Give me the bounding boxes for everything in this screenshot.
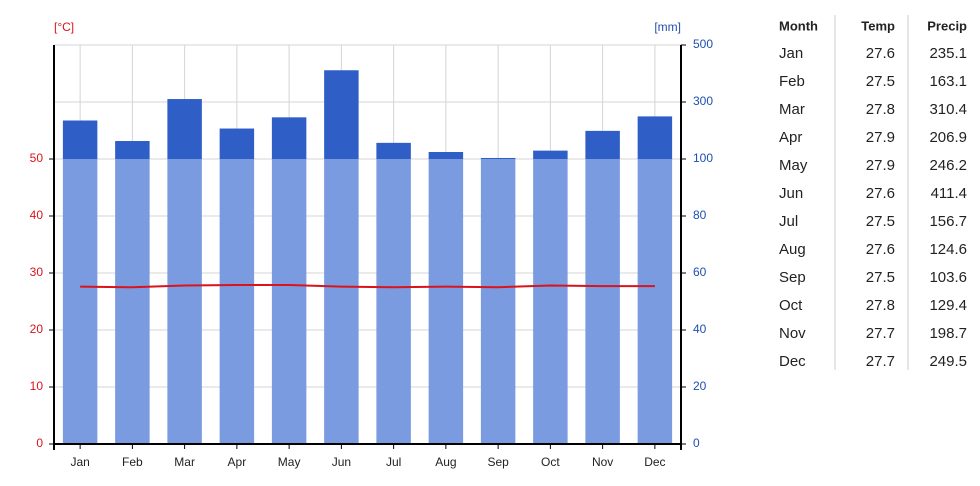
precip-bar-overflow [271,117,307,159]
precip-bar [324,159,359,444]
precip-bar-overflow [219,128,255,159]
y2-tick-label: 300 [693,94,713,108]
x-tick-label: Jul [386,455,401,469]
precip-bar [271,159,307,444]
precip-bar [585,159,620,444]
y2-tick-label: 80 [693,208,707,222]
table-cell: 27.5 [866,213,895,230]
y-tick-label: 20 [30,322,44,336]
table-cell: 198.7 [929,325,967,342]
table-cell: Nov [779,325,806,342]
precip-bar [637,159,673,444]
table-cell: 310.4 [929,101,967,118]
y2-tick-label: 0 [693,436,700,450]
precip-bar [62,159,98,444]
table-cell: Sep [779,269,806,286]
table-cell: 27.9 [866,157,895,174]
table-cell: Jun [779,185,803,202]
table-cell: May [779,157,808,174]
table-cell: Dec [779,353,806,370]
precip-bar-overflow [480,157,516,159]
x-tick-label: Feb [122,455,143,469]
table-cell: 27.9 [866,129,895,146]
table-header: Precip [927,18,967,33]
y-tick-label: 40 [30,208,44,222]
x-tick-label: Apr [228,455,247,469]
x-tick-label: Jan [70,455,89,469]
table-cell: 27.6 [866,45,895,62]
y2-tick-label: 60 [693,265,707,279]
x-tick-label: Sep [487,455,509,469]
precip-bar [167,159,202,444]
y-tick-label: 30 [30,265,44,279]
precip-bar-overflow [62,120,98,159]
precip-bar-overflow [585,130,620,159]
table-cell: Apr [779,129,802,146]
y2-tick-label: 100 [693,151,713,165]
table-cell: 27.6 [866,185,895,202]
table-cell: 246.2 [929,157,967,174]
table-cell: 411.4 [931,185,967,202]
precip-bar [480,159,516,444]
precip-bar [376,159,411,444]
precip-bar-overflow [428,151,464,159]
table-cell: 27.8 [866,297,895,314]
temp-line [80,283,655,289]
precip-bar-overflow [533,150,568,159]
precip-bar [115,159,150,444]
y2-axis-label: [mm] [654,20,681,34]
table-cell: 27.7 [866,325,895,342]
table-cell: 124.6 [929,241,967,258]
table-cell: 27.6 [866,241,895,258]
precip-bar-overflow [376,142,411,159]
table-cell: Jan [779,45,803,62]
table-cell: 235.1 [929,45,967,62]
y-tick-label: 50 [30,151,44,165]
table-cell: 163.1 [929,73,967,90]
y-axis-label: [°C] [54,20,74,34]
table-cell: Aug [779,241,806,258]
y2-tick-label: 20 [693,379,707,393]
y2-tick-label: 40 [693,322,707,336]
table-cell: 249.5 [929,353,967,370]
y2-tick-label: 500 [693,37,713,51]
x-tick-label: Dec [644,455,665,469]
table-cell: 27.5 [866,269,895,286]
table-cell: Mar [779,101,805,118]
table-cell: Jul [779,213,798,230]
x-tick-label: Aug [435,455,456,469]
table-header: Month [779,18,818,33]
precip-bar [428,159,464,444]
x-tick-label: May [278,455,301,469]
precip-bar-overflow [637,116,673,159]
x-tick-label: Oct [541,455,560,469]
precip-bar [533,159,568,444]
precip-bar [219,159,255,444]
table-cell: 103.6 [929,269,967,286]
precip-bar-overflow [115,141,150,159]
table-cell: 27.7 [866,353,895,370]
table-cell: 156.7 [929,213,967,230]
table-cell: 206.9 [929,129,967,146]
x-tick-label: Mar [174,455,195,469]
table-cell: 129.4 [929,297,967,314]
table-cell: 27.8 [866,101,895,118]
precip-bar-overflow [324,70,359,159]
y-tick-label: 0 [36,436,43,450]
table-cell: Feb [779,73,805,90]
y-tick-label: 10 [30,379,44,393]
table-header: Temp [861,18,895,33]
x-tick-label: Jun [332,455,351,469]
table-cell: 27.5 [866,73,895,90]
table-cell: Oct [779,297,803,314]
precip-bar-overflow [167,99,202,159]
x-tick-label: Nov [592,455,613,469]
